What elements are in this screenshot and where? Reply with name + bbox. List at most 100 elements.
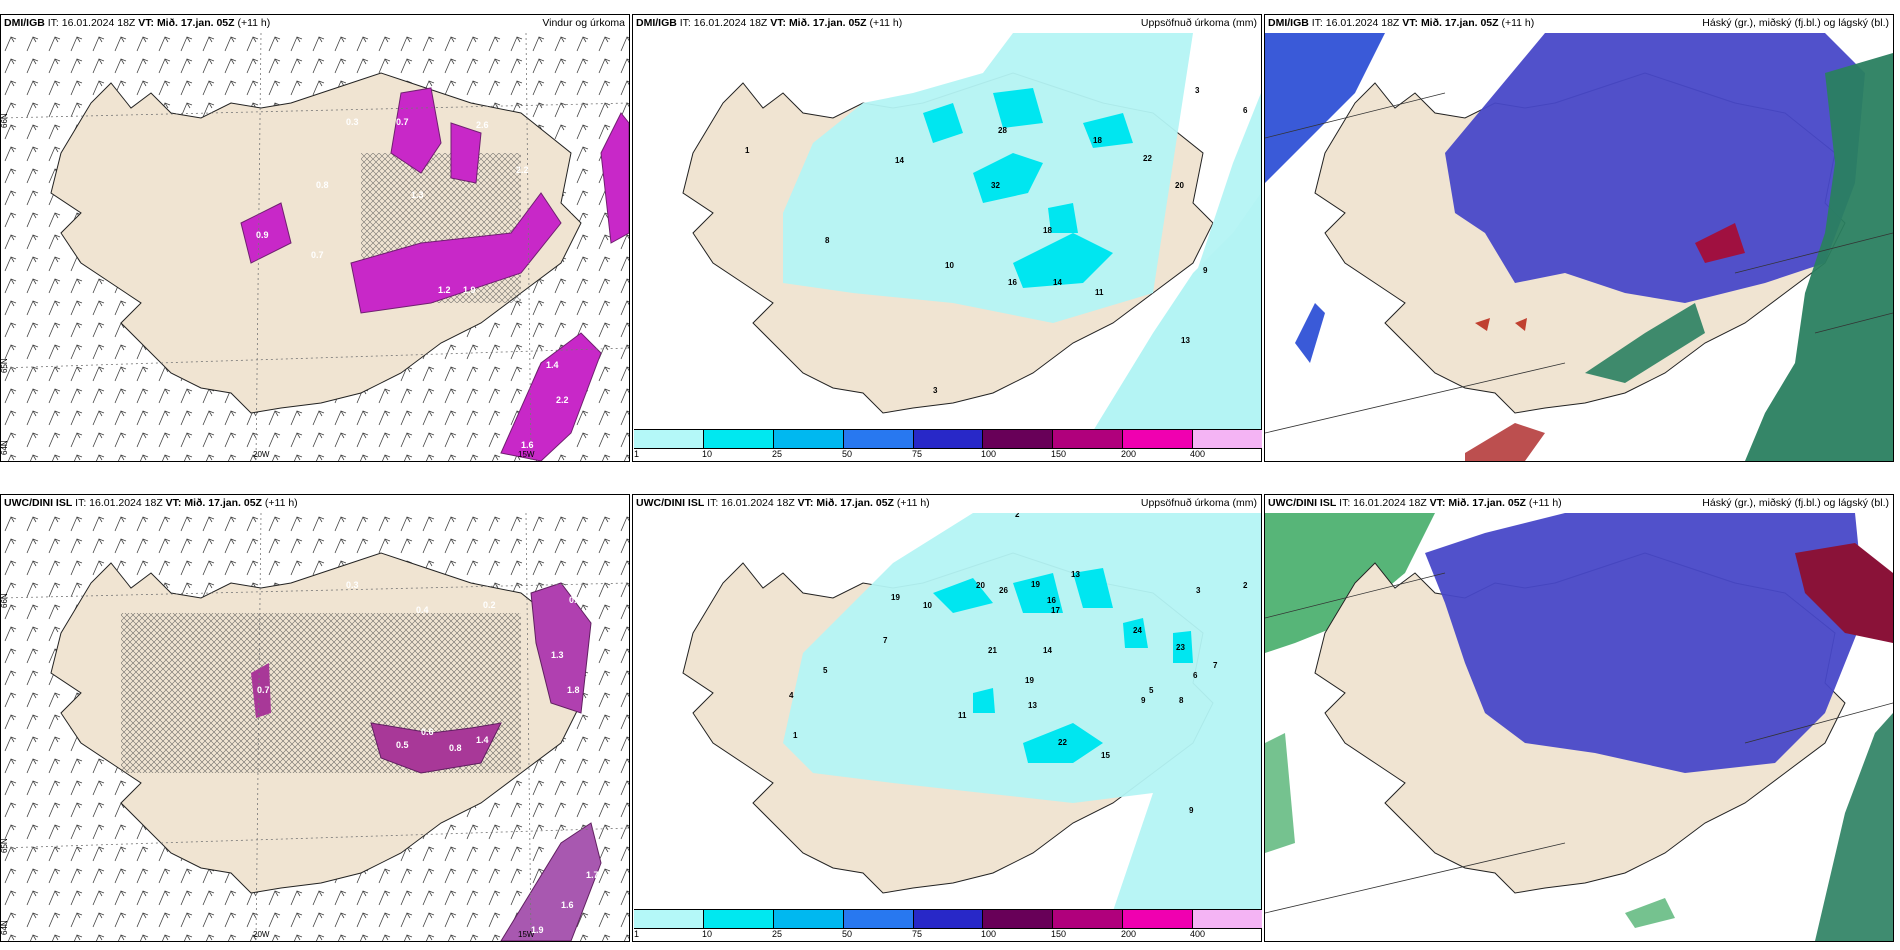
model-name: UWC/DINI ISL [636,497,705,509]
precip-value: 1.9 [531,925,544,935]
accum-value: 15 [1101,751,1110,760]
cloud-mid [1295,303,1325,363]
init-time: IT: 16.01.2024 18Z [1311,17,1400,29]
init-time: IT: 16.01.2024 18Z [679,17,768,29]
lat-label: 65N [1,358,9,373]
model-name: UWC/DINI ISL [1268,497,1337,509]
colorbar-tick: 200 [1121,449,1137,459]
cloud-high [1265,733,1295,853]
panel-accum-dmi: DMI/IGB IT: 16.01.2024 18Z VT: Mið. 17.j… [632,14,1263,462]
accum-value: 10 [923,601,932,610]
precip-band [600,112,629,244]
accum-value: 8 [1179,696,1184,705]
precip-value: 2.1 [571,205,584,215]
cloud-high [1265,513,1435,653]
colorbar-tick: 50 [842,929,853,939]
lon-label: 15W [518,450,535,459]
colorbar-tick: 100 [981,929,997,939]
accum-value: 6 [1243,106,1248,115]
accum-value: 20 [976,581,985,590]
model-name: DMI/IGB [4,17,45,29]
accum-area-cyan [1013,233,1113,288]
precip-value: 0.2 [483,600,496,610]
precip-value: 2.2 [556,395,569,405]
accum-value: 11 [1095,288,1104,297]
colorbar-swatch [1053,430,1124,448]
model-name: DMI/IGB [1268,17,1309,29]
init-time: IT: 16.01.2024 18Z [47,17,136,29]
panel-title: Uppsöfnuð úrkoma (mm) [1140,17,1257,29]
accum-value: 5 [823,666,828,675]
colorbar-swatch [913,430,984,448]
accum-value: 14 [1053,278,1062,287]
accum-area-cyan [1083,113,1133,148]
valid-label: VT: [1402,17,1419,29]
colorbar-ticks: 1 10 25 50 75 100 150 200 400 [634,929,1262,941]
precip-band [390,87,442,174]
valid-time: Mið. 17.jan. 05Z [184,497,262,509]
precip-band [240,202,292,264]
accum-area-cyan [1023,723,1103,763]
accum-values: 28 18 14 32 22 20 18 8 10 16 14 11 9 13 … [745,86,1248,395]
colorbar-swatch [773,910,844,928]
colorbar-tick: 1 [634,449,640,459]
accum-value: 3 [1196,586,1201,595]
precip-value: 0.6 [421,727,434,737]
precip-value: 1.7 [586,870,599,880]
panel-accum-uwc: UWC/DINI ISL IT: 16.01.2024 18Z VT: Mið.… [632,494,1263,942]
accum-value: 13 [1181,336,1190,345]
colorbar-swatch [1123,910,1194,928]
lon-label: 20W [253,450,270,459]
cloud-map [1265,513,1893,941]
valid-label: VT: [165,497,182,509]
lead-time: (+11 h) [264,497,298,509]
accum-value: 9 [1203,266,1208,275]
colorbar-swatch [1123,430,1194,448]
colorbar-tick: 50 [842,449,853,459]
accum-value: 22 [1058,738,1067,747]
colorbar-swatch [703,430,774,448]
cloud-low [1795,543,1893,643]
cloud-low [1515,318,1527,331]
accum-value: 19 [891,593,900,602]
precip-value: 1.6 [561,900,574,910]
precip-value: 1.3 [551,650,564,660]
colorbar-tick: 10 [702,929,713,939]
valid-time: Mið. 17.jan. 05Z [816,497,894,509]
cloud-high [1585,303,1705,383]
accum-value: 2 [1015,513,1020,519]
lon-label: 20W [253,930,270,939]
accum-value: 7 [1213,661,1218,670]
colorbar-tick: 100 [981,449,997,459]
lat-label: 66N [1,593,9,608]
colorbar-swatch [1193,430,1263,448]
accum-area-cyan [973,688,995,713]
model-name: DMI/IGB [636,17,677,29]
precip-value: 0.9 [256,230,269,240]
cloud-high [1745,53,1893,461]
accum-value: 18 [1043,226,1052,235]
accum-value: 17 [1051,606,1060,615]
panel-header: UWC/DINI ISL IT: 16.01.2024 18Z VT: Mið.… [633,495,1261,511]
panel-title: Háský (gr.), miðský (fj.bl.) og lágský (… [1702,497,1889,509]
colorbar-swatch [634,910,704,928]
cloud-low [1465,423,1545,461]
accum-value: 4 [789,691,794,700]
accum-value: 20 [1175,181,1184,190]
accum-value: 1 [793,731,798,740]
colorbar-tick: 150 [1051,929,1067,939]
lon-label: 15W [518,930,535,939]
panel-cloud-dmi: DMI/IGB IT: 16.01.2024 18Z VT: Mið. 17.j… [1264,14,1894,462]
accum-value: 3 [1195,86,1200,95]
colorbar-swatch [913,910,984,928]
precip-value: 0.5 [396,740,409,750]
panel-header: DMI/IGB IT: 16.01.2024 18Z VT: Mið. 17.j… [1,15,629,31]
precip-value: 0.8 [449,743,462,753]
cloud-mid [1445,33,1865,303]
accum-area-cyan [1173,631,1193,663]
precip-value: 1.3 [411,190,424,200]
panel-header: DMI/IGB IT: 16.01.2024 18Z VT: Mið. 17.j… [1265,15,1893,31]
valid-time: Mið. 17.jan. 05Z [788,17,867,29]
accum-value: 6 [1193,671,1198,680]
accum-value: 26 [999,586,1008,595]
